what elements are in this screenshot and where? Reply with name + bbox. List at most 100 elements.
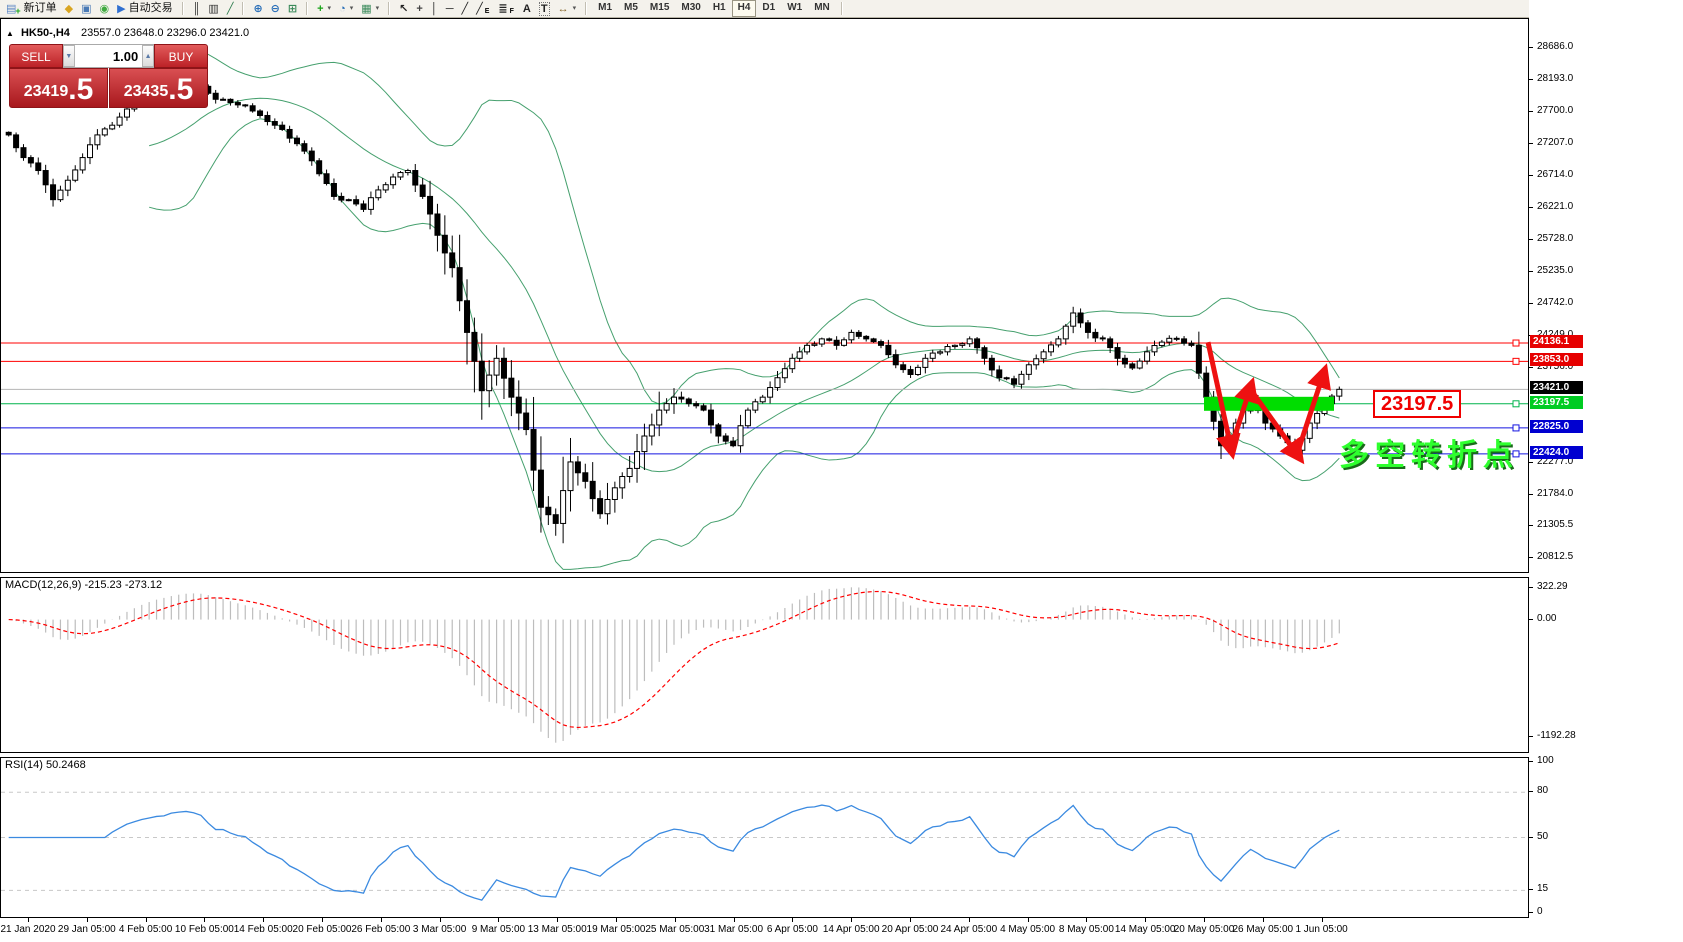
channel-tool[interactable]: ╱ E bbox=[472, 0, 494, 17]
candlestick-chart-icon: ▥ bbox=[208, 2, 219, 15]
volume-increase-button[interactable]: ▲ bbox=[142, 45, 154, 67]
timeframe-H1[interactable]: H1 bbox=[712, 2, 726, 13]
volume-input[interactable] bbox=[74, 45, 143, 67]
timeframe-D1[interactable]: D1 bbox=[762, 2, 776, 13]
candlestick-chart-button[interactable]: ▥ bbox=[204, 0, 222, 17]
rsi-canvas[interactable] bbox=[1, 758, 1528, 917]
price-tick-mark bbox=[1529, 302, 1533, 304]
zoom-out-icon: ⊖ bbox=[270, 2, 280, 15]
time-axis-label: 20 Feb 05:00 bbox=[292, 924, 352, 935]
support-price-callout[interactable]: 23197.5 bbox=[1373, 389, 1462, 418]
time-axis-label: 29 Jan 05:00 bbox=[57, 924, 116, 935]
toolbar-group-zoom: ⊕ ⊖ ⊞ bbox=[247, 0, 303, 17]
macd-indicator-pane[interactable]: MACD(12,26,9) -215.23 -273.12 bbox=[0, 577, 1529, 753]
price-tick-label: 25728.0 bbox=[1537, 232, 1574, 244]
tool-letter: E bbox=[484, 8, 490, 15]
zoom-in-button[interactable]: ⊕ bbox=[249, 0, 266, 17]
rsi-tick-label: 100 bbox=[1537, 755, 1554, 766]
macd-tick-label: -1192.28 bbox=[1537, 729, 1576, 741]
arrows-tool[interactable]: ↔ ▾ bbox=[554, 0, 581, 17]
price-chart-pane[interactable]: ▲ HK50-,H4 23557.0 23648.0 23296.0 23421… bbox=[0, 18, 1529, 573]
time-tick-mark bbox=[1262, 918, 1264, 922]
price-axis[interactable]: 28686.0 28193.0 27700.0 27207.0 26714.0 26221… bbox=[1529, 0, 1683, 942]
timeframe-M15[interactable]: M15 bbox=[649, 2, 670, 13]
profile-button[interactable]: ◆ bbox=[61, 0, 77, 17]
toolbar-separator bbox=[181, 2, 184, 15]
price-tick-label: 27207.0 bbox=[1537, 137, 1574, 149]
turning-point-annotation[interactable]: 多空转折点 bbox=[1339, 437, 1519, 473]
periods-button[interactable]: ◔ ▾ bbox=[335, 0, 357, 17]
trend-arrow[interactable] bbox=[1247, 387, 1305, 465]
time-axis-label: 10 Feb 05:00 bbox=[174, 924, 234, 935]
price-tick-label: 27700.0 bbox=[1537, 105, 1574, 117]
trend-arrow[interactable] bbox=[1228, 376, 1259, 449]
publisher-button[interactable]: ▣ bbox=[77, 0, 95, 17]
timeframe-H4[interactable]: H4 bbox=[731, 0, 757, 17]
fibonacci-tool[interactable]: ≣ F bbox=[494, 0, 519, 17]
indicators-icon: + bbox=[317, 2, 324, 15]
chart-title: ▲ HK50-,H4 23557.0 23648.0 23296.0 23421… bbox=[6, 27, 249, 39]
community-button[interactable]: ◉ bbox=[96, 0, 114, 17]
zoom-out-button[interactable]: ⊖ bbox=[267, 0, 284, 17]
vertical-line-tool[interactable]: │ bbox=[427, 0, 442, 17]
volume-decrease-button[interactable]: ▼ bbox=[63, 45, 75, 67]
price-tick-mark bbox=[1529, 143, 1533, 145]
macd-canvas[interactable] bbox=[1, 578, 1528, 752]
tile-windows-button[interactable]: ⊞ bbox=[284, 0, 301, 17]
timeframe-MN[interactable]: MN bbox=[814, 2, 830, 13]
arrows-icon: ↔ bbox=[557, 2, 569, 15]
text-tool[interactable]: A bbox=[519, 0, 535, 17]
time-axis-label: 4 May 05:00 bbox=[1000, 924, 1056, 935]
rsi-tick-label: 80 bbox=[1537, 785, 1549, 797]
collapse-arrow-icon[interactable]: ▲ bbox=[6, 29, 14, 38]
bar-chart-icon: ║ bbox=[192, 2, 201, 15]
line-chart-button[interactable]: ╱ bbox=[223, 0, 238, 17]
trendline-tool[interactable]: ╱ bbox=[457, 0, 472, 17]
label-tool[interactable]: T bbox=[535, 0, 554, 17]
templates-button[interactable]: ▦ ▾ bbox=[357, 0, 383, 17]
trend-arrow[interactable] bbox=[1294, 363, 1331, 455]
price-tick-mark bbox=[1529, 366, 1533, 368]
sell-price-button[interactable]: 23419 .5 bbox=[9, 68, 108, 108]
cursor-icon: ↖ bbox=[399, 2, 409, 15]
rsi-indicator-pane[interactable]: RSI(14) 50.2468 bbox=[0, 757, 1529, 918]
label-icon: T bbox=[538, 1, 550, 16]
indicators-button[interactable]: + ▾ bbox=[313, 0, 335, 17]
level-price-badge: 23853.0 bbox=[1530, 353, 1583, 367]
community-icon: ◉ bbox=[99, 2, 110, 15]
time-tick-mark bbox=[557, 918, 559, 922]
tool-letter: F bbox=[509, 8, 514, 15]
time-tick-mark bbox=[1204, 918, 1205, 922]
main-toolbar: ▤ + 新订单 ◆ ▣ ◉ ▶ 自动交易 ║ ▥ ╱ ⊕ ⊖ ⊞ + ▾ ◔ ▾ ▦ ▾ ↖ + │ ─ ╱ ╱ E ≣ F A T ↔ ▾ M1… bbox=[0, 0, 1683, 18]
dropdown-caret-icon: ▾ bbox=[375, 5, 380, 12]
time-tick-mark bbox=[86, 918, 88, 922]
buy-price-button[interactable]: 23435 .5 bbox=[109, 68, 208, 108]
new-order-button[interactable]: ▤ + 新订单 bbox=[2, 0, 61, 17]
macd-tick-mark bbox=[1529, 735, 1533, 737]
bar-chart-button[interactable]: ║ bbox=[189, 0, 205, 17]
price-tick-label: 28193.0 bbox=[1537, 73, 1574, 85]
time-axis-label: 9 Mar 05:00 bbox=[471, 924, 526, 935]
timeframe-M30[interactable]: M30 bbox=[681, 2, 701, 13]
timeframe-W1[interactable]: W1 bbox=[787, 2, 803, 13]
timeframe-M5[interactable]: M5 bbox=[624, 2, 638, 13]
macd-tick-label: 322.29 bbox=[1537, 580, 1568, 592]
sell-button[interactable]: SELL bbox=[9, 44, 63, 68]
cursor-tool[interactable]: ↖ bbox=[395, 0, 412, 17]
timeframe-M1[interactable]: M1 bbox=[598, 2, 613, 13]
buy-button[interactable]: BUY bbox=[154, 44, 208, 68]
time-axis-label: 21 Jan 2020 bbox=[0, 924, 56, 935]
price-chart-canvas[interactable] bbox=[1, 19, 1528, 572]
text-icon: A bbox=[522, 2, 531, 15]
autotrade-button-label: 自动交易 bbox=[128, 2, 173, 14]
horizontal-line-tool[interactable]: ─ bbox=[442, 0, 458, 17]
time-axis[interactable]: 21 Jan 2020 29 Jan 05:00 4 Feb 05:00 10 Feb… bbox=[0, 918, 1529, 942]
rsi-tick-label: 15 bbox=[1537, 883, 1549, 895]
trend-arrow[interactable] bbox=[1205, 341, 1241, 460]
level-price-badge: 22825.0 bbox=[1530, 419, 1583, 433]
periods-icon: ◔ bbox=[339, 2, 346, 15]
templates-icon: ▦ bbox=[361, 2, 372, 15]
level-price-badge: 23197.5 bbox=[1530, 395, 1583, 409]
crosshair-tool[interactable]: + bbox=[412, 0, 426, 17]
autotrade-button[interactable]: ▶ 自动交易 bbox=[113, 0, 176, 17]
